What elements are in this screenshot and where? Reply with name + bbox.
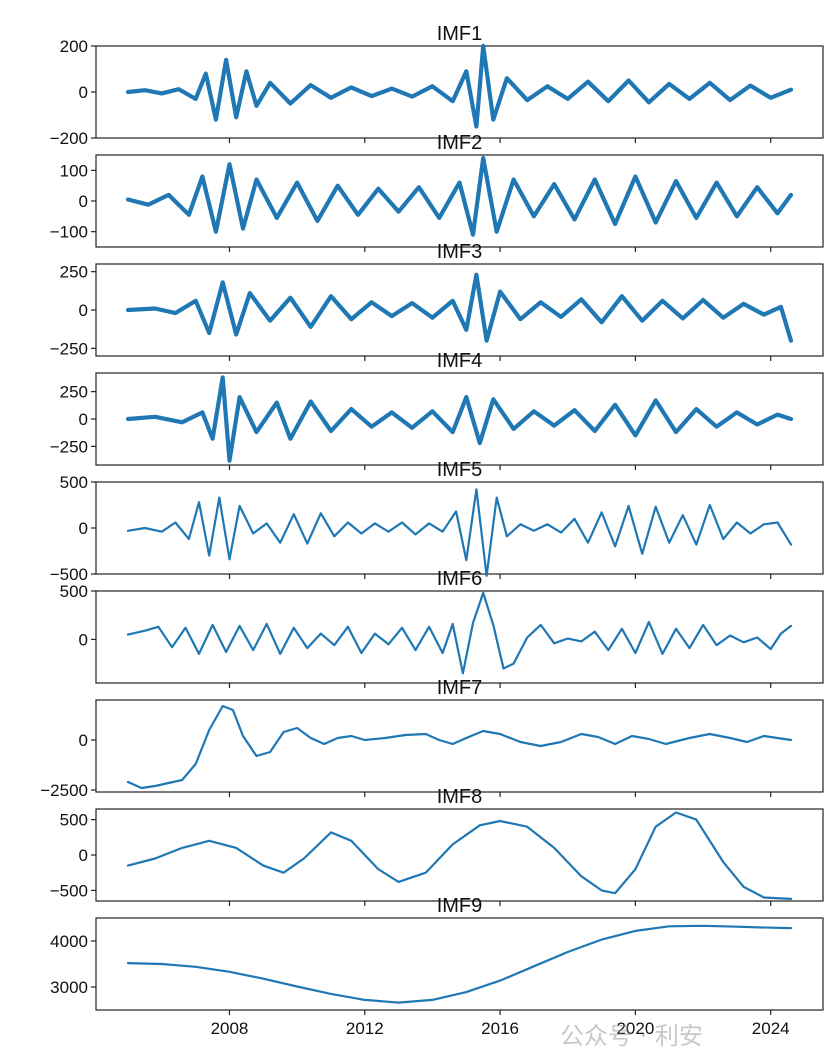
y-tick-label: −100	[50, 223, 88, 242]
x-tick-label: 2016	[481, 1019, 519, 1038]
panel-title: IMF7	[437, 677, 483, 699]
panel-title: IMF6	[437, 568, 483, 590]
y-tick-label: 3000	[50, 978, 88, 997]
y-tick-label: −500	[50, 565, 88, 584]
axes-frame	[95, 590, 824, 684]
panel-title: IMF2	[437, 132, 483, 154]
imf-panel-7: IMF7 0 −2500	[40, 677, 824, 800]
y-tick-label: −500	[50, 881, 88, 900]
y-tick-label: −200	[50, 129, 88, 148]
x-tick-label: 2020	[616, 1019, 654, 1038]
y-tick-label: −250	[50, 437, 88, 456]
y-tick-label: 100	[60, 161, 88, 180]
panel-title: IMF5	[437, 459, 483, 481]
imf-series-line	[126, 488, 793, 577]
imf-series-line	[126, 704, 793, 790]
axes-frame	[95, 154, 824, 248]
y-tick-label: 500	[60, 811, 88, 830]
y-tick-label: 0	[79, 410, 88, 429]
axes-frame	[95, 699, 824, 793]
y-tick-label: −250	[50, 339, 88, 358]
y-tick-label: 4000	[50, 932, 88, 951]
imf-panel-4: IMF4 250 0 −250	[50, 350, 824, 470]
panel-title: IMF3	[437, 241, 483, 263]
imf-series-line	[126, 811, 793, 901]
imf-series-line	[125, 375, 794, 463]
imf-panel-2: IMF2 100 0 −100	[50, 132, 824, 252]
y-tick-label: 0	[79, 301, 88, 320]
watermark-text: 公众号 · 利安	[560, 1022, 703, 1050]
y-tick-label: 0	[79, 192, 88, 211]
y-tick-label: 0	[79, 83, 88, 102]
imf-series-line	[125, 43, 794, 129]
y-tick-label: 250	[60, 383, 88, 402]
y-tick-label: 0	[79, 630, 88, 649]
imf-series-line	[126, 924, 793, 1004]
y-tick-label: 500	[60, 582, 88, 601]
y-tick-label: 500	[60, 473, 88, 492]
x-tick-label: 2012	[346, 1019, 384, 1038]
imf-panel-1: IMF1 200 0 −200	[50, 23, 824, 148]
panel-title: IMF1	[437, 23, 483, 45]
imf-panel-3: IMF3 250 0 −250	[50, 241, 824, 361]
imf-panel-5: IMF5 500 0 −500	[50, 459, 824, 584]
axes-frame	[95, 808, 824, 902]
panel-title: IMF4	[437, 350, 483, 372]
y-tick-label: 0	[79, 519, 88, 538]
axes-frame	[95, 917, 824, 1011]
imf-series-line	[125, 272, 794, 343]
imf-panel-8: IMF8 500 0 −500	[50, 786, 824, 906]
x-tick-label: 2008	[211, 1019, 249, 1038]
imf-series-line	[126, 591, 793, 675]
x-tick-label: 2024	[752, 1019, 790, 1038]
panel-title: IMF9	[437, 895, 483, 917]
imf-panel-6: IMF6 500 0	[60, 568, 824, 688]
panel-title: IMF8	[437, 786, 483, 808]
y-tick-label: 0	[79, 846, 88, 865]
y-tick-label: 0	[79, 731, 88, 750]
y-tick-label: 250	[60, 263, 88, 282]
imf-panel-9: IMF9 4000 3000 2008 2012 2016 2020 2024	[50, 895, 824, 1038]
y-tick-label: 200	[60, 37, 88, 56]
y-tick-label: −2500	[40, 781, 88, 800]
axes-frame	[95, 45, 824, 139]
imf-series-line	[125, 156, 794, 237]
